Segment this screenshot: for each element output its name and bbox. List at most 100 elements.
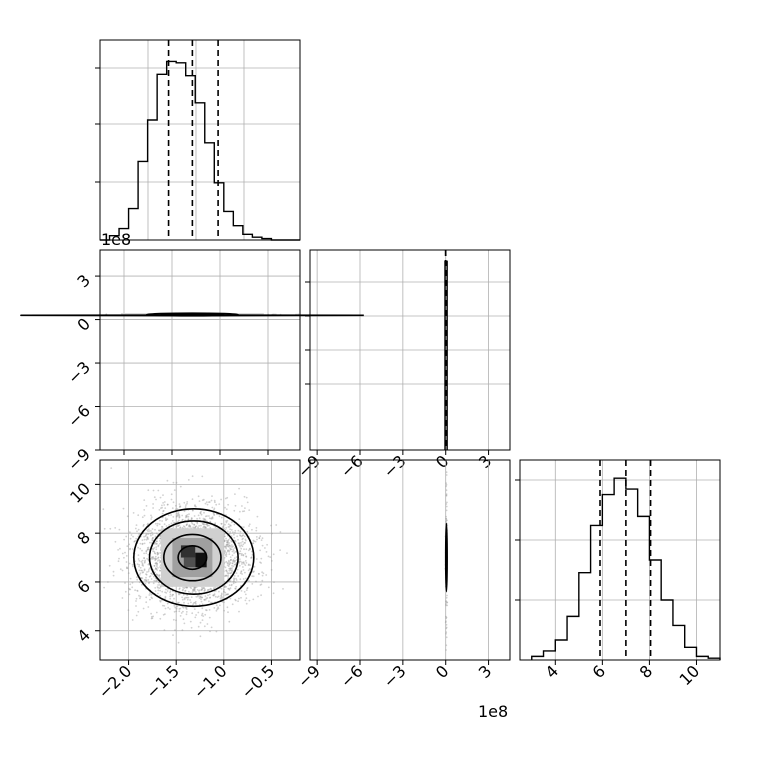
2d-param-1-vs-param-3-point — [166, 590, 169, 592]
2d-param-1-vs-param-3-point — [176, 508, 179, 510]
2d-param-1-vs-param-3-point — [231, 562, 234, 565]
2d-param-1-vs-param-3-point — [159, 561, 161, 564]
2d-param-1-vs-param-3-point — [238, 544, 241, 546]
2d-param-1-vs-param-3-point — [213, 507, 216, 510]
2d-param-1-vs-param-3-point — [152, 548, 155, 551]
2d-param-1-vs-param-3-point — [156, 565, 158, 568]
2d-param-2-vs-param-3-point — [446, 601, 448, 604]
2d-param-1-vs-param-3-point — [185, 596, 187, 599]
2d-param-1-vs-param-3-point — [258, 573, 260, 575]
2d-param-1-vs-param-3-point — [194, 525, 197, 528]
2d-param-1-vs-param-3-point — [123, 538, 125, 541]
2d-param-1-vs-param-3-point — [173, 610, 176, 613]
2d-param-1-vs-param-3-point — [158, 559, 160, 561]
2d-param-1-vs-param-3-point — [225, 574, 228, 577]
2d-param-1-vs-param-3-point — [198, 517, 201, 520]
2d-param-1-vs-param-3-point — [221, 598, 223, 600]
2d-param-1-vs-param-3-point — [157, 557, 160, 559]
2d-param-1-vs-param-3-point — [269, 556, 272, 558]
2d-param-1-vs-param-3-point — [175, 607, 178, 610]
2d-param-1-vs-param-3-point — [136, 578, 139, 581]
2d-param-1-vs-param-3-point — [203, 589, 206, 592]
2d-param-1-vs-param-3-point — [265, 551, 268, 553]
2d-param-1-vs-param-3-point — [223, 556, 226, 559]
2d-param-1-vs-param-3-point — [178, 515, 180, 517]
2d-param-1-vs-param-3-point — [151, 547, 154, 550]
2d-param-1-vs-param-3-point — [236, 568, 239, 571]
2d-param-1-vs-param-3-point — [262, 572, 265, 575]
2d-param-1-vs-param-3-point — [226, 550, 229, 553]
2d-param-1-vs-param-3-point — [224, 575, 226, 578]
2d-param-1-vs-param-3-point — [146, 529, 149, 531]
2d-param-1-vs-param-3-point — [199, 621, 202, 624]
2d-param-1-vs-param-3-point — [172, 593, 174, 596]
2d-param-1-vs-param-3-point — [195, 505, 197, 508]
2d-param-1-vs-param-3-point — [146, 557, 149, 560]
2d-param-1-vs-param-3-point — [153, 552, 156, 554]
2d-param-1-vs-param-3-point — [179, 607, 182, 610]
2d-param-1-vs-param-3-point — [162, 604, 164, 607]
2d-param-1-vs-param-3-point — [159, 542, 161, 545]
2d-param-1-vs-param-3-point — [132, 535, 135, 538]
2d-param-1-vs-param-3-point — [171, 507, 174, 510]
2d-param-1-vs-param-3-point — [160, 507, 162, 509]
2d-param-1-vs-param-3-point — [182, 606, 185, 609]
2d-param-2-vs-param-3-point — [445, 520, 447, 523]
2d-param-1-vs-param-3-point — [177, 592, 180, 595]
2d-param-1-vs-param-3-point — [237, 600, 240, 603]
2d-param-1-vs-param-3-point — [119, 547, 121, 550]
2d-param-1-vs-param-3-point — [208, 517, 211, 520]
2d-param-1-vs-param-3-point — [166, 479, 169, 482]
2d-param-1-vs-param-3-point — [143, 514, 146, 517]
2d-param-2-vs-param-3-point — [445, 503, 448, 505]
2d-param-1-vs-param-3-point — [178, 503, 181, 505]
2d-param-1-vs-param-3-point — [220, 522, 223, 525]
2d-param-1-vs-param-3-point — [225, 569, 228, 572]
2d-param-1-vs-param-3-point — [145, 579, 148, 582]
2d-param-1-vs-param-3-point — [154, 557, 157, 560]
2d-param-1-vs-param-3-point — [156, 586, 159, 588]
2d-param-1-vs-param-3-point — [242, 543, 245, 546]
2d-param-1-vs-param-3-point — [179, 615, 182, 617]
2d-param-1-vs-param-3-point — [158, 575, 161, 578]
2d-param-1-vs-param-3-point — [175, 508, 177, 511]
2d-param-1-vs-param-3-point — [253, 570, 255, 573]
2d-param-1-vs-param-3-point — [212, 594, 215, 597]
2d-param-2-vs-param-3-x-tick-label: 3 — [475, 661, 496, 682]
2d-param-1-vs-param-3-point — [178, 587, 181, 590]
2d-param-1-vs-param-3-point — [213, 499, 216, 502]
2d-param-1-vs-param-3-point — [261, 537, 264, 540]
2d-param-1-vs-param-3-point — [154, 543, 157, 545]
2d-param-1-vs-param-3-y-tick-label: 10 — [66, 479, 94, 507]
2d-param-1-vs-param-3-point — [225, 585, 228, 588]
2d-param-1-vs-param-3-point — [143, 499, 146, 501]
2d-param-1-vs-param-3-point — [154, 590, 157, 592]
2d-param-1-vs-param-3-point — [195, 525, 198, 527]
2d-param-1-vs-param-3-point — [220, 587, 223, 590]
2d-param-1-vs-param-3-point — [233, 552, 236, 554]
2d-param-1-vs-param-3-point — [218, 503, 221, 505]
2d-param-1-vs-param-3-point — [107, 581, 109, 583]
2d-param-1-vs-param-3-point — [150, 572, 153, 575]
2d-param-1-vs-param-3-point — [223, 601, 225, 604]
2d-param-1-vs-param-3-point — [257, 595, 259, 598]
2d-param-1-vs-param-3-point — [164, 596, 167, 599]
2d-param-1-vs-param-3-point — [211, 601, 214, 604]
2d-param-1-vs-param-3-point — [209, 526, 212, 529]
2d-param-1-vs-param-3-point — [171, 595, 174, 597]
2d-param-1-vs-param-3-point — [223, 609, 226, 612]
2d-param-1-vs-param-3-point — [224, 528, 227, 531]
2d-param-1-vs-param-3-point — [142, 571, 145, 574]
2d-param-1-vs-param-3-point — [225, 555, 228, 558]
2d-param-1-vs-param-3-point — [209, 630, 211, 633]
2d-param-1-vs-param-3-point — [156, 560, 159, 562]
2d-param-1-vs-param-3-point — [226, 520, 229, 522]
2d-param-1-vs-param-3-point — [141, 563, 144, 565]
2d-param-1-vs-param-3-point — [148, 575, 151, 578]
2d-param-1-vs-param-3-point — [155, 498, 157, 501]
2d-param-1-vs-param-3-point — [224, 523, 226, 526]
2d-param-1-vs-param-3-point — [181, 589, 184, 592]
2d-param-1-vs-param-3-point — [147, 606, 150, 608]
2d-param-1-vs-param-3-point — [141, 549, 143, 552]
